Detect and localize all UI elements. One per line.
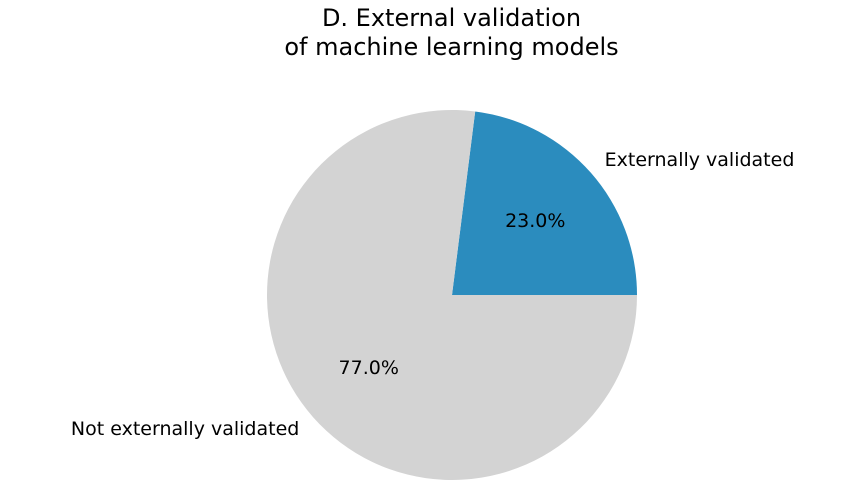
- pie-slice: [267, 109, 637, 480]
- value-label: 77.0%: [339, 357, 399, 379]
- pie-slice: [452, 111, 637, 296]
- chart-title: D. External validation of machine learni…: [284, 4, 619, 61]
- value-label: 23.0%: [505, 210, 565, 232]
- slice-label: Externally validated: [605, 149, 795, 171]
- slice-label: Not externally validated: [71, 418, 299, 440]
